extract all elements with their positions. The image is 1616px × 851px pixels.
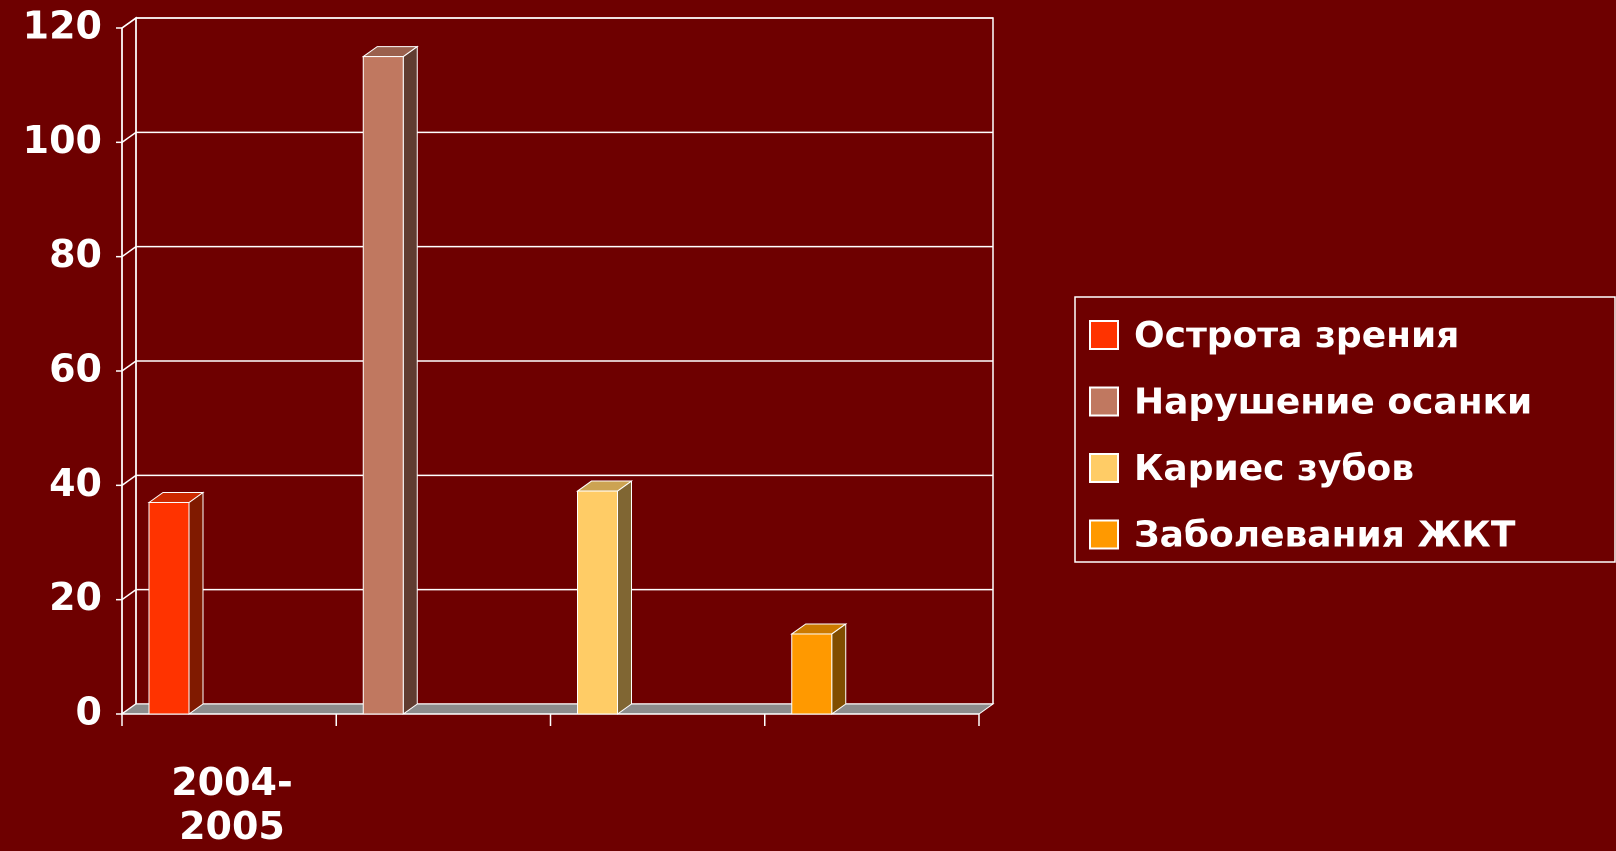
- y-tick-label: 80: [49, 232, 102, 276]
- bar: [577, 490, 618, 715]
- floor: [120, 703, 995, 715]
- legend-label: Нарушение осанки: [1134, 382, 1532, 423]
- grid-line: [121, 245, 993, 258]
- bar-side: [188, 491, 204, 715]
- legend-label: Кариес зубов: [1134, 448, 1414, 489]
- legend-swatch: [1089, 519, 1119, 550]
- bar-side: [831, 622, 847, 715]
- y-tick-label: 60: [49, 347, 102, 391]
- y-tick-label: 20: [49, 575, 102, 619]
- y-tick-label: 120: [23, 4, 102, 48]
- grid-line: [121, 474, 993, 486]
- grid-line: [121, 360, 993, 372]
- bar-side: [402, 45, 418, 715]
- legend-box: [1074, 296, 1616, 563]
- legend-swatch: [1089, 320, 1119, 350]
- grid-line: [121, 17, 993, 29]
- y-tick-label: 100: [23, 118, 102, 162]
- grid-line: [121, 131, 993, 143]
- bar-side: [617, 480, 632, 715]
- bar: [362, 56, 404, 715]
- legend-label: Острота зрения: [1134, 315, 1459, 356]
- x-tick-label: 2004-2005: [171, 760, 293, 848]
- legend-swatch: [1089, 453, 1119, 483]
- bar: [148, 501, 190, 715]
- y-tick-label: 40: [49, 461, 102, 505]
- y-tick-label: 0: [76, 690, 102, 734]
- legend-swatch: [1089, 386, 1119, 417]
- grid-line: [121, 588, 993, 601]
- bar: [791, 633, 833, 715]
- legend-label: Заболевания ЖКТ: [1134, 515, 1516, 556]
